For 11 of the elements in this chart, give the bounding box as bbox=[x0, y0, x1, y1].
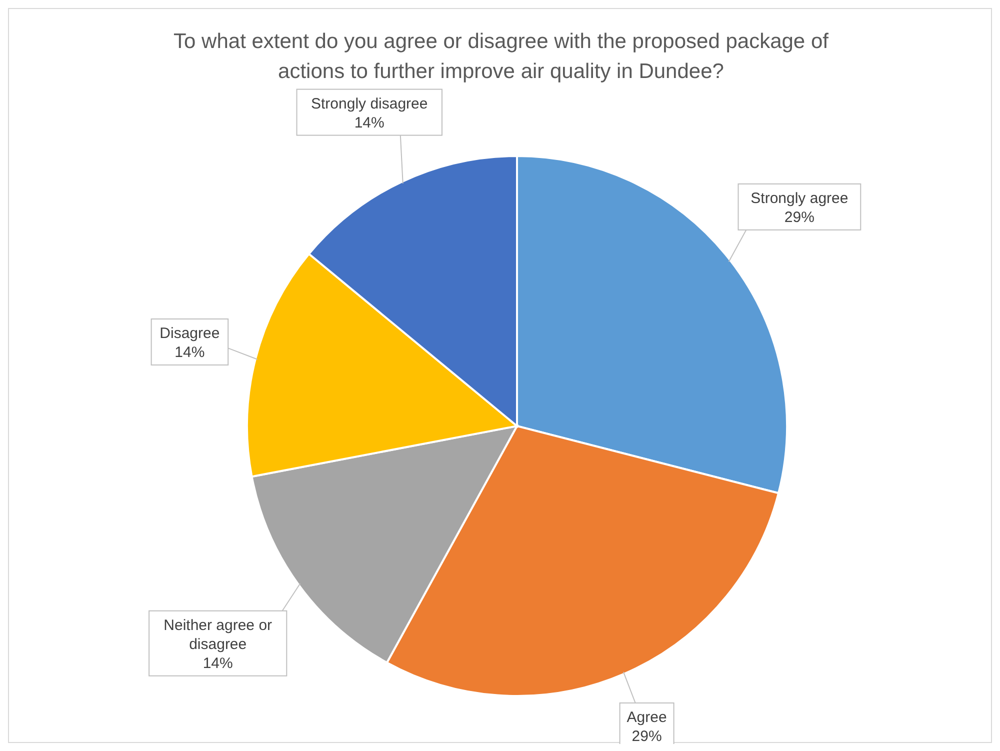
data-label: 14% bbox=[202, 654, 233, 672]
chart-title: To what extent do you agree or disagree with the proposed package of actions to further improve air quality in Dundee? bbox=[172, 29, 830, 85]
slice-label: Neither agree or disagree bbox=[164, 616, 272, 653]
slice-label: Strongly agree bbox=[750, 190, 848, 207]
slice-label: Agree bbox=[626, 708, 667, 726]
slice-label: Strongly disagree bbox=[311, 95, 428, 112]
slice-label: Disagree bbox=[160, 324, 220, 342]
data-label: 14% bbox=[354, 114, 384, 132]
data-label: 14% bbox=[174, 344, 205, 361]
data-label: 29% bbox=[632, 728, 662, 745]
data-label: 29% bbox=[784, 208, 814, 226]
